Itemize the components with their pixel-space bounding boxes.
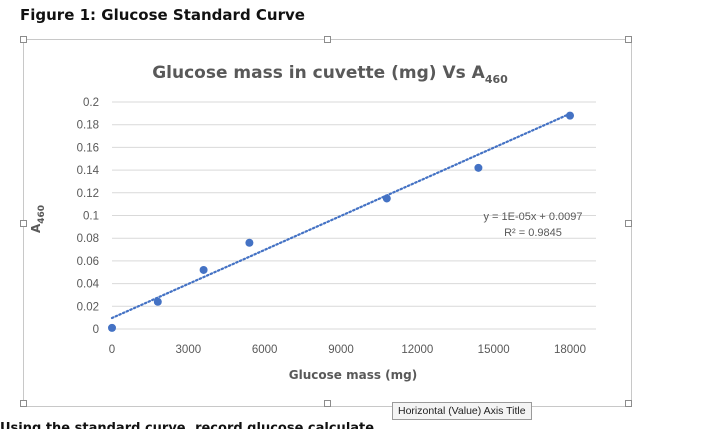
data-point[interactable]: [474, 163, 483, 172]
x-tick-label: 15000: [478, 344, 510, 356]
chart-area[interactable]: [20, 36, 632, 407]
y-tick-label: 0.08: [77, 233, 99, 245]
resize-handle-bottom-left[interactable]: [20, 400, 27, 407]
x-axis-title[interactable]: Glucose mass (mg): [289, 368, 417, 382]
trendline-equation[interactable]: y = 1E-05x + 0.0097: [483, 211, 582, 223]
resize-handle-top-right[interactable]: [625, 36, 632, 43]
trendline[interactable]: [110, 112, 572, 320]
resize-handle-bottom-center[interactable]: [324, 400, 331, 407]
y-tick-label: 0.04: [77, 279, 100, 291]
trendline-r-squared[interactable]: R² = 0.9845: [504, 227, 562, 239]
resize-handle-middle-right[interactable]: [625, 220, 632, 227]
y-tick-label: 0: [93, 324, 99, 336]
y-tick-label: 0.16: [77, 142, 99, 154]
x-tick-label: 9000: [328, 344, 354, 356]
chart-title-subscript: 460: [485, 73, 508, 86]
x-axis-ticks: 0 3000 6000 9000 12000 15000 18000: [109, 344, 586, 356]
data-point[interactable]: [153, 297, 162, 306]
y-tick-label: 0.1: [83, 211, 99, 223]
resize-handle-middle-left[interactable]: [20, 220, 27, 227]
x-tick-label: 3000: [176, 344, 202, 356]
resize-handle-bottom-right[interactable]: [625, 400, 632, 407]
x-tick-label: 12000: [401, 344, 433, 356]
data-point[interactable]: [566, 111, 574, 120]
y-tick-label: 0.18: [77, 120, 99, 132]
y-axis-ticks: 0 0.02 0.04 0.06 0.08 0.1 0.12 0.14 0.16 0.18 0.2: [77, 97, 100, 336]
gridlines: [112, 101, 596, 330]
x-tick-label: 18000: [554, 344, 586, 356]
data-points: [108, 111, 574, 332]
y-tick-label: 0.12: [77, 188, 99, 200]
data-point[interactable]: [245, 238, 254, 247]
chart-title-main: Glucose mass in cuvette (mg) Vs A: [152, 63, 485, 83]
data-point[interactable]: [108, 323, 116, 332]
y-tick-label: 0.2: [83, 97, 99, 109]
resize-handle-top-center[interactable]: [324, 36, 331, 43]
data-point[interactable]: [382, 194, 391, 203]
y-tick-label: 0.06: [77, 256, 99, 268]
y-tick-label: 0.02: [77, 301, 99, 313]
cut-off-instruction-text: Using the standard curve, record glucose…: [0, 421, 375, 429]
axis-title-tooltip: Horizontal (Value) Axis Title: [392, 402, 532, 420]
y-axis-title-main: A: [29, 223, 43, 233]
y-axis-title-subscript: 460: [37, 205, 47, 224]
y-axis-title[interactable]: A460: [29, 205, 47, 233]
chart-title[interactable]: Glucose mass in cuvette (mg) Vs A460: [152, 63, 508, 86]
figure-title: Figure 1: Glucose Standard Curve: [20, 6, 305, 24]
data-point[interactable]: [199, 265, 208, 274]
resize-handle-top-left[interactable]: [20, 36, 27, 43]
x-tick-label: 0: [109, 344, 115, 356]
x-tick-label: 6000: [252, 344, 278, 356]
y-tick-label: 0.14: [77, 165, 100, 177]
trendline-layer: [110, 112, 572, 320]
